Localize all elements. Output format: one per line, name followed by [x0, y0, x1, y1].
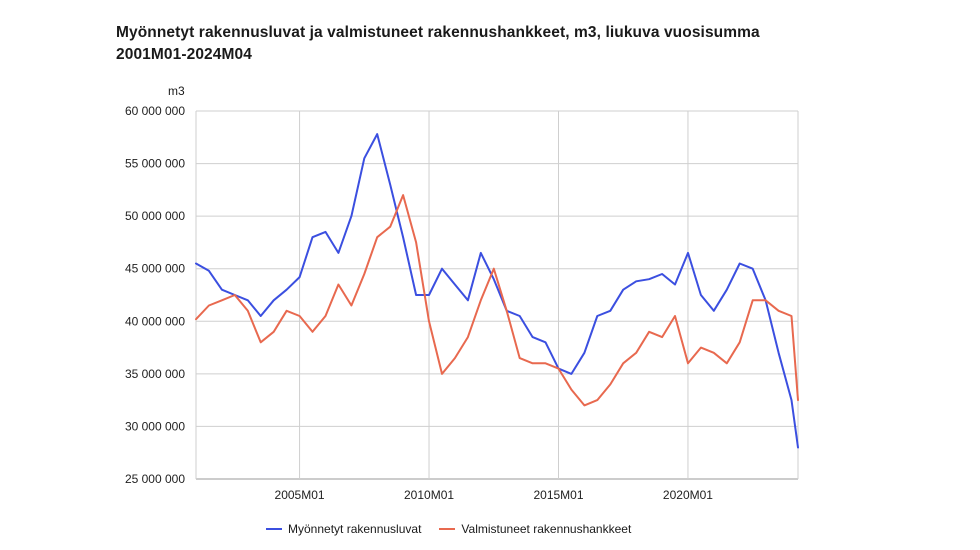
y-tick-label: 40 000 000	[125, 314, 185, 328]
chart-title: Myönnetyt rakennusluvat ja valmistuneet …	[116, 22, 936, 66]
chart-title-line-1: Myönnetyt rakennusluvat ja valmistuneet …	[116, 24, 760, 41]
y-tick-label: 25 000 000	[125, 472, 185, 486]
legend-label-permits: Myönnetyt rakennusluvat	[288, 522, 422, 536]
legend: Myönnetyt rakennusluvat Valmistuneet rak…	[266, 522, 631, 536]
chart-title-line-2: 2001M01-2024M04	[116, 46, 252, 63]
y-axis-ticks: 25 000 000 30 000 000 35 000 000 40 000 000…	[125, 104, 185, 486]
x-axis-ticks: 2005M01 2010M01 2015M01 2020M01	[275, 488, 714, 502]
y-tick-label: 60 000 000	[125, 104, 185, 118]
legend-label-completed: Valmistuneet rakennushankkeet	[461, 522, 632, 536]
y-tick-label: 45 000 000	[125, 262, 185, 276]
y-tick-label: 55 000 000	[125, 157, 185, 171]
legend-item-completed[interactable]: Valmistuneet rakennushankkeet	[439, 522, 631, 536]
legend-swatch-completed	[439, 528, 456, 530]
y-axis-unit-label: m3	[168, 84, 185, 98]
x-tick-label: 2015M01	[533, 488, 583, 502]
y-tick-label: 50 000 000	[125, 209, 185, 223]
legend-item-permits[interactable]: Myönnetyt rakennusluvat	[266, 522, 421, 536]
y-tick-label: 35 000 000	[125, 367, 185, 381]
x-tick-label: 2010M01	[404, 488, 454, 502]
series-line-completed	[195, 194, 799, 407]
x-tick-label: 2020M01	[663, 488, 713, 502]
x-tick-label: 2005M01	[275, 488, 325, 502]
legend-swatch-permits	[266, 528, 282, 530]
grid-lines	[195, 110, 799, 480]
series-line-permits	[195, 133, 799, 449]
y-tick-label: 30 000 000	[125, 419, 185, 433]
series-lines	[195, 133, 799, 449]
